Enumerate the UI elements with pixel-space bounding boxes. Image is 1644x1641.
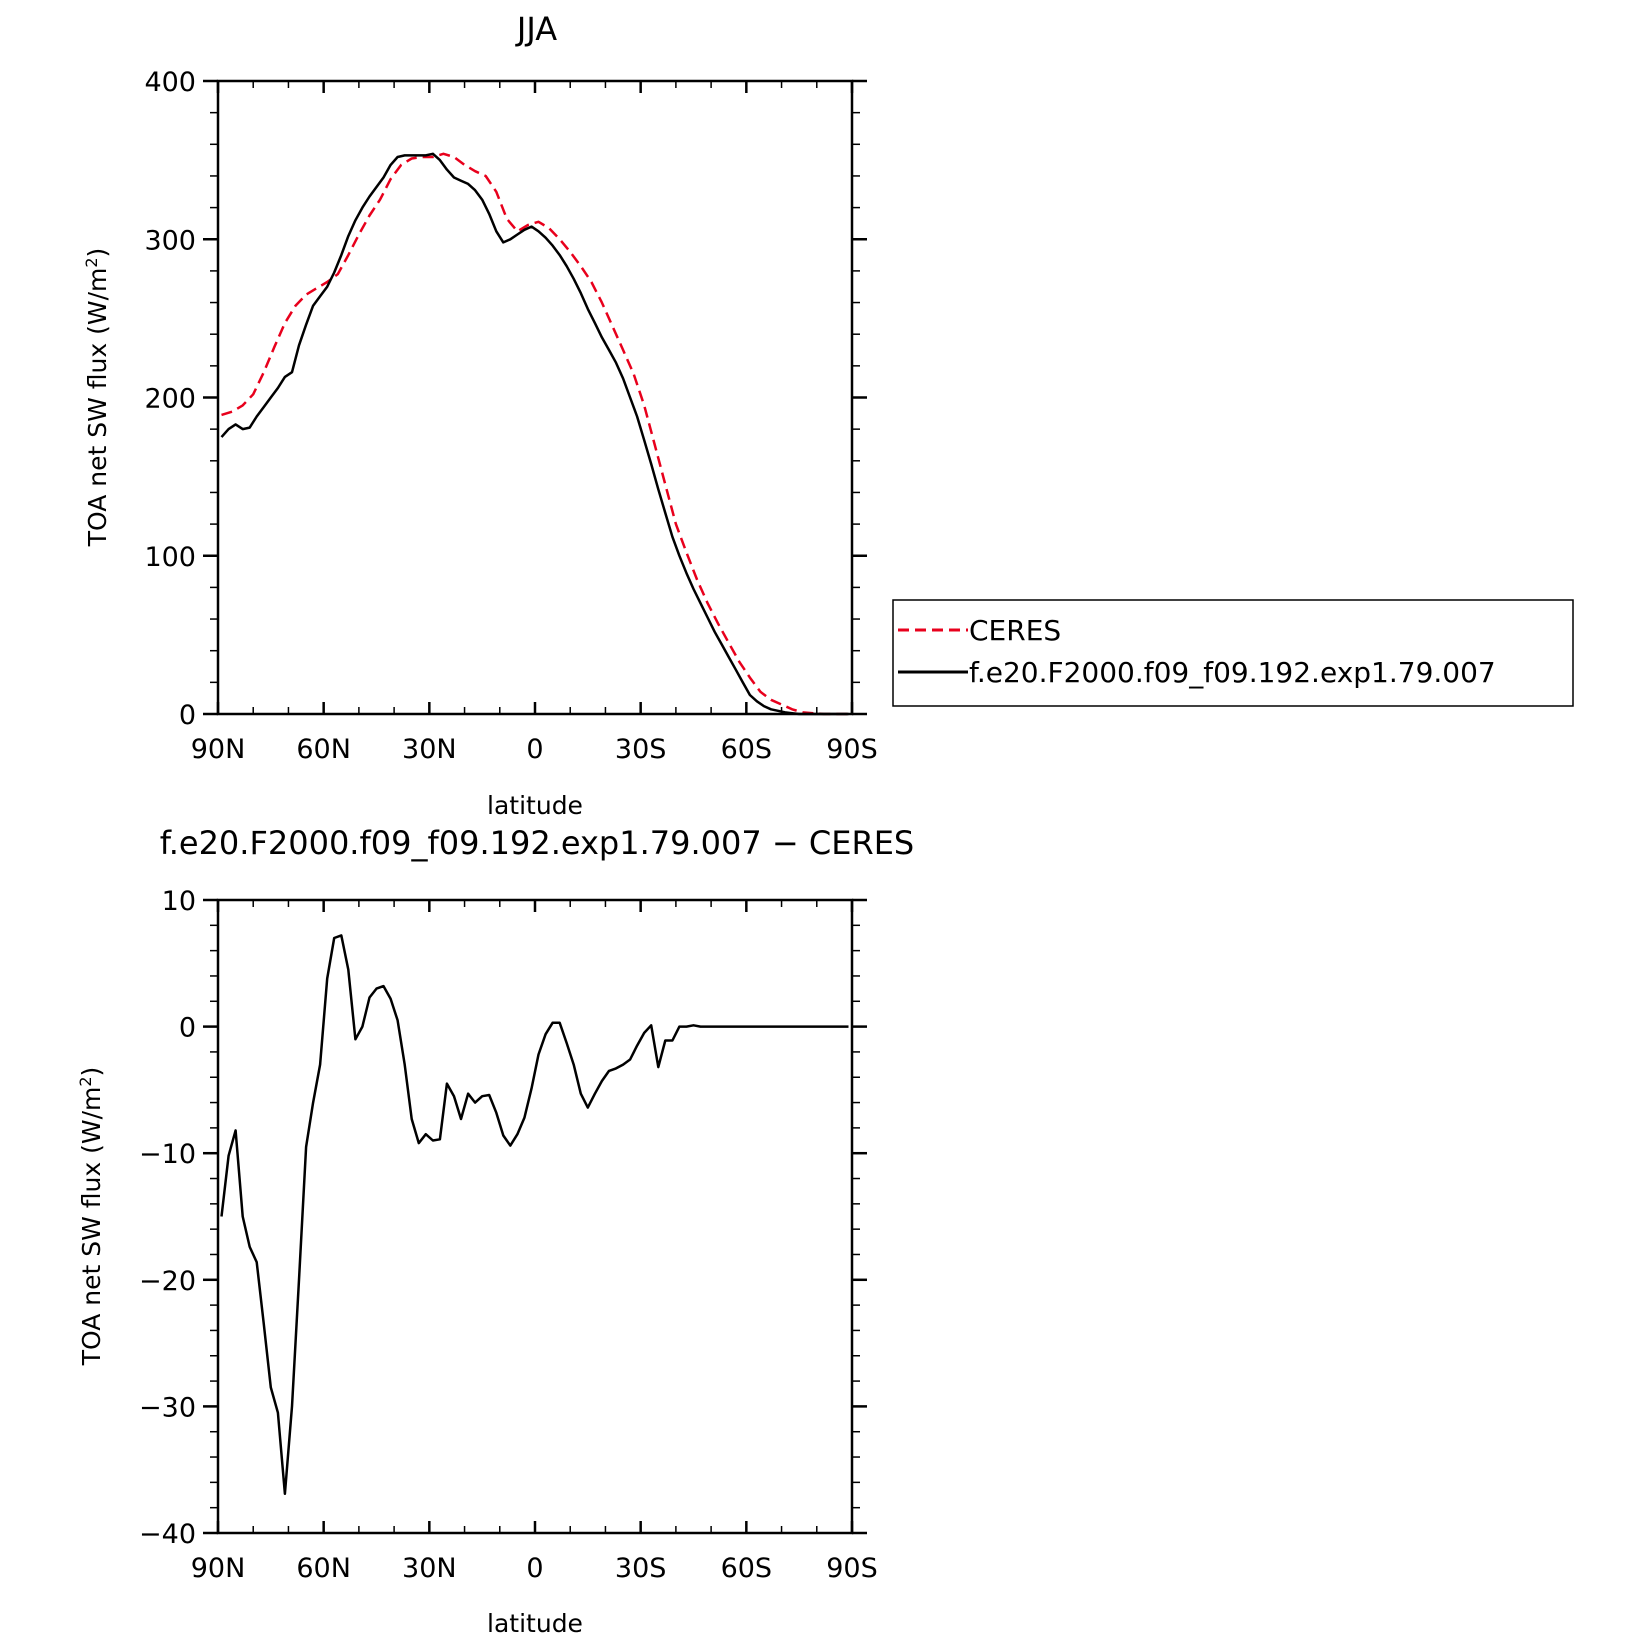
top-x-tick-label: 60N	[296, 734, 351, 765]
top-y-tick-label: 300	[144, 225, 196, 256]
bottom-x-tick-label: 60N	[296, 1553, 351, 1584]
bottom-y-axis-label-end: )	[77, 1067, 106, 1077]
bottom-y-axis-label-sup: 2	[76, 1076, 95, 1086]
top-series-line-1	[220, 152, 849, 716]
bottom-chart-title: f.e20.F2000.f09_f09.192.exp1.79.007 − CE…	[160, 824, 914, 862]
bottom-x-tick-label: 90S	[826, 1553, 878, 1584]
top-y-tick-label: 100	[144, 542, 196, 573]
bottom-y-tick-label: 0	[179, 1013, 196, 1044]
bottom-y-tick-label: −30	[139, 1392, 196, 1423]
bottom-x-axis-label: latitude	[487, 1609, 583, 1638]
top-x-tick-labels: 90N 60N 30N 0 30S 60S 90S	[191, 734, 878, 765]
top-y-axis-label: TOA net SW flux (W/m2)	[82, 248, 112, 548]
top-series-line-0	[221, 152, 849, 716]
legend-label-ceres: CERES	[969, 614, 1061, 647]
bottom-x-tick-labels: 90N 60N 30N 0 30S 60S 90S	[191, 1553, 878, 1584]
bottom-y-tick-labels: −40 −30 −20 −10 0 10	[139, 886, 196, 1550]
bottom-x-tick-label: 0	[526, 1553, 543, 1584]
bottom-y-tick-label: −20	[139, 1266, 196, 1297]
top-x-axis-label: latitude	[487, 791, 583, 820]
top-x-tick-label: 0	[526, 734, 543, 765]
top-plot-frame	[216, 79, 854, 716]
legend-label-model: f.e20.F2000.f09_f09.192.exp1.79.007	[969, 656, 1496, 689]
top-y-axis-label-end: )	[83, 248, 112, 258]
top-y-axis-label-main: TOA net SW flux (W/m	[83, 268, 112, 548]
bottom-y-tick-label: −40	[139, 1519, 196, 1550]
bottom-panel: f.e20.F2000.f09_f09.192.exp1.79.007 − CE…	[76, 824, 914, 1638]
bottom-y-axis-label-main: TOA net SW flux (W/m	[77, 1087, 106, 1367]
top-y-tick-label: 400	[144, 67, 196, 98]
top-x-tick-label: 30N	[402, 734, 457, 765]
bottom-y-axis-label: TOA net SW flux (W/m2)	[76, 1067, 106, 1367]
bottom-plot-frame	[216, 898, 854, 1535]
top-y-tick-label: 0	[179, 700, 196, 731]
bottom-y-tick-label: 10	[162, 886, 196, 917]
legend-box	[892, 599, 1574, 707]
bottom-x-tick-label: 90N	[191, 1553, 246, 1584]
top-x-tick-label: 90S	[826, 734, 878, 765]
top-y-axis-label-sup: 2	[82, 257, 101, 267]
bottom-x-tick-label: 30S	[615, 1553, 667, 1584]
top-panel: JJA 0 100 200 300 400 90N 60N 30N 0 30S 60S 90S la…	[82, 10, 878, 820]
top-x-tick-label: 30S	[615, 734, 667, 765]
bottom-series-lines	[220, 934, 849, 1496]
top-series-lines	[220, 152, 849, 716]
top-y-tick-labels: 0 100 200 300 400	[144, 67, 196, 731]
top-x-tick-label: 90N	[191, 734, 246, 765]
bottom-x-tick-label: 60S	[721, 1553, 773, 1584]
legend: CERES f.e20.F2000.f09_f09.192.exp1.79.00…	[892, 599, 1574, 707]
top-chart-title: JJA	[515, 10, 557, 48]
top-x-tick-label: 60S	[721, 734, 773, 765]
bottom-series-line-0	[220, 934, 849, 1496]
bottom-x-tick-label: 30N	[402, 1553, 457, 1584]
bottom-y-tick-label: −10	[139, 1139, 196, 1170]
top-y-tick-label: 200	[144, 384, 196, 415]
